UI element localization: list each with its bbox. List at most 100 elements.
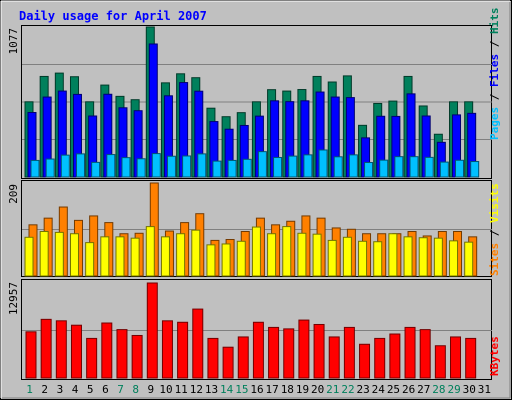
x-tick-label-5: 5 — [87, 383, 94, 396]
kbytes-bar-6 — [101, 322, 113, 379]
sites-bar-29 — [449, 240, 459, 277]
x-tick-label-26: 26 — [402, 383, 415, 396]
kbytes-bar-16 — [252, 321, 264, 379]
kbytes-bar-29 — [450, 336, 462, 379]
sites-bar-7 — [115, 236, 125, 277]
kbytes-bar-25 — [389, 333, 401, 379]
x-tick-label-9: 9 — [148, 383, 155, 396]
sites-visits-panel: 209 Sites / Visits — [7, 180, 501, 277]
x-tick-label-28: 28 — [432, 383, 445, 396]
pages-bar-28 — [439, 161, 449, 178]
kbytes-bar-5 — [86, 337, 98, 379]
pages-bar-13 — [212, 160, 222, 178]
sites-bar-16 — [251, 226, 261, 277]
kbytes-bar-4 — [70, 324, 82, 379]
x-tick-label-21: 21 — [326, 383, 339, 396]
x-tick-label-30: 30 — [463, 383, 476, 396]
x-tick-label-27: 27 — [417, 383, 430, 396]
kbytes-bar-19 — [298, 319, 310, 379]
kbytes-bar-14 — [222, 346, 234, 379]
x-tick-label-20: 20 — [311, 383, 324, 396]
x-tick-label-3: 3 — [57, 383, 64, 396]
legend-hits: Hits — [488, 8, 501, 35]
pages-bar-10 — [166, 155, 176, 178]
pages-bar-24 — [379, 159, 389, 178]
x-tick-label-16: 16 — [250, 383, 263, 396]
pages-bar-17 — [273, 157, 283, 178]
kbytes-bar-21 — [328, 336, 340, 379]
kbytes-bar-1 — [25, 331, 37, 379]
sites-bar-11 — [176, 233, 186, 277]
kbytes-bar-3 — [55, 320, 67, 379]
pages-bar-18 — [288, 155, 298, 178]
pages-bar-25 — [394, 156, 404, 178]
sites-bar-26 — [403, 236, 413, 277]
pages-bar-12 — [197, 153, 207, 178]
x-tick-label-8: 8 — [132, 383, 139, 396]
pages-bar-3 — [60, 154, 70, 178]
sites-bar-13 — [206, 244, 216, 277]
pages-bar-5 — [91, 161, 101, 178]
sites-bar-9 — [145, 226, 155, 277]
kbytes-ymax-label: 12957 — [7, 282, 20, 315]
sites-bar-8 — [130, 237, 140, 277]
sites-bar-3 — [54, 231, 64, 277]
x-tick-label-29: 29 — [447, 383, 460, 396]
pages-bar-8 — [136, 158, 146, 178]
sites-bar-21 — [327, 239, 337, 277]
kbytes-bar-24 — [374, 337, 386, 379]
kbytes-bar-27 — [419, 329, 431, 379]
sites-bar-10 — [160, 236, 170, 277]
x-tick-label-15: 15 — [235, 383, 248, 396]
pages-bar-1 — [30, 159, 40, 178]
x-tick-label-24: 24 — [372, 383, 386, 396]
pages-bar-30 — [470, 161, 480, 178]
kbytes-bar-26 — [404, 326, 416, 379]
pages-bar-26 — [409, 156, 419, 178]
visits-legend: Sites / Visits — [488, 183, 501, 276]
legend-visits: Visits — [488, 183, 501, 223]
legend-sep-2: / — [488, 40, 501, 47]
sites-bar-17 — [267, 233, 277, 277]
kbytes-panel: 12957 KBytes — [7, 279, 501, 380]
kbytes-bar-18 — [283, 328, 295, 379]
sites-bar-30 — [464, 241, 474, 277]
x-tick-label-25: 25 — [387, 383, 400, 396]
sites-bar-27 — [418, 237, 428, 277]
kbytes-bar-17 — [268, 326, 280, 379]
sites-bar-5 — [85, 242, 95, 277]
sites-bar-4 — [69, 233, 79, 277]
pages-bar-19 — [303, 154, 313, 178]
chart-title: Daily usage for April 2007 — [19, 9, 207, 23]
pages-bar-16 — [257, 151, 267, 178]
pages-legend: Pages / Files / Hits — [488, 8, 501, 141]
x-tick-label-12: 12 — [190, 383, 203, 396]
x-tick-label-7: 7 — [117, 383, 124, 396]
sites-bar-24 — [373, 241, 383, 277]
x-tick-label-13: 13 — [205, 383, 218, 396]
kbytes-bar-20 — [313, 323, 325, 379]
kbytes-bars — [22, 282, 492, 379]
x-tick-label-14: 14 — [220, 383, 234, 396]
pages-bar-29 — [455, 159, 465, 178]
x-tick-label-22: 22 — [341, 383, 354, 396]
pages-ymax-label: 1077 — [7, 28, 20, 55]
legend-sep-1: / — [488, 93, 501, 100]
sites-bar-28 — [433, 237, 443, 277]
kbytes-bar-28 — [434, 345, 446, 379]
x-tick-label-31: 31 — [478, 383, 491, 396]
pages-bars — [22, 26, 492, 178]
kbytes-bar-30 — [465, 337, 477, 379]
pages-files-hits-panel: 1077 Pages / Files / Hits — [7, 8, 501, 179]
kbytes-bar-10 — [161, 320, 173, 379]
visits-bars — [22, 182, 492, 277]
sites-bar-19 — [297, 232, 307, 277]
x-tick-label-17: 17 — [266, 383, 279, 396]
sites-bar-2 — [39, 231, 49, 277]
legend-pages: Pages — [488, 107, 501, 140]
kbytes-bar-13 — [207, 337, 219, 379]
sites-bar-1 — [24, 236, 34, 277]
pages-bar-4 — [75, 153, 85, 178]
pages-bar-27 — [424, 156, 434, 178]
x-axis-labels: 1 2 3 4 5 6 7 8 9 10 11 12 13 14 15 16 17 18 19 20 21 22 23 24 2… — [26, 383, 491, 396]
